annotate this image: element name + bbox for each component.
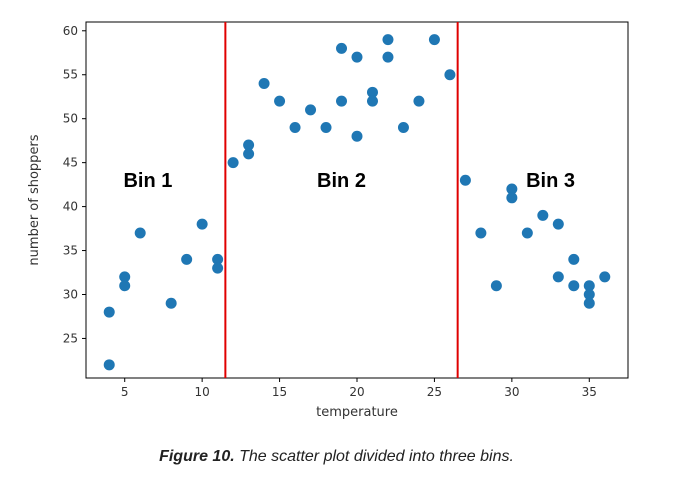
data-point bbox=[521, 227, 533, 239]
y-axis-label: number of shoppers bbox=[27, 134, 42, 265]
data-point bbox=[336, 95, 348, 107]
data-point bbox=[583, 280, 595, 292]
data-point bbox=[382, 51, 394, 63]
data-point bbox=[258, 78, 270, 90]
data-point bbox=[583, 297, 595, 309]
data-point bbox=[165, 297, 177, 309]
y-tick-label: 35 bbox=[63, 244, 78, 258]
y-tick-label: 25 bbox=[63, 331, 78, 345]
data-point bbox=[382, 34, 394, 46]
x-tick-label: 15 bbox=[272, 385, 287, 399]
data-point bbox=[506, 183, 518, 195]
plot-frame bbox=[85, 21, 629, 379]
y-tick-label: 55 bbox=[63, 68, 78, 82]
bin-labels: Bin 1 Bin 2 Bin 3 bbox=[123, 170, 575, 192]
data-point bbox=[428, 34, 440, 46]
y-tick-label: 30 bbox=[63, 287, 78, 301]
data-point bbox=[366, 95, 378, 107]
scatter-chart: 5 10 15 20 25 30 35 25 30 35 40 45 50 55 60 Bin 1 Bin 2… bbox=[27, 21, 629, 420]
y-tick-label: 45 bbox=[63, 156, 78, 170]
data-point bbox=[413, 95, 425, 107]
bin-label: Bin 3 bbox=[526, 170, 575, 192]
data-point bbox=[134, 227, 146, 239]
data-point bbox=[289, 121, 301, 133]
data-point bbox=[397, 121, 409, 133]
axes: 5 10 15 20 25 30 35 25 30 35 40 45 50 55 60 bbox=[63, 21, 629, 399]
x-tick-label: 10 bbox=[195, 385, 210, 399]
x-tick-label: 20 bbox=[349, 385, 364, 399]
data-point bbox=[568, 280, 580, 292]
data-point bbox=[444, 69, 456, 81]
data-point bbox=[119, 280, 131, 292]
data-point bbox=[537, 209, 549, 221]
bin-label: Bin 1 bbox=[123, 170, 172, 192]
x-tick-label: 35 bbox=[582, 385, 597, 399]
y-tick-label: 60 bbox=[63, 24, 78, 38]
bin-dividers bbox=[224, 22, 459, 378]
data-point bbox=[475, 227, 487, 239]
figure-caption-text: The scatter plot divided into three bins… bbox=[234, 448, 514, 465]
data-point bbox=[103, 359, 115, 371]
data-point bbox=[336, 42, 348, 54]
data-point bbox=[243, 148, 255, 160]
data-point bbox=[506, 192, 518, 204]
data-point bbox=[212, 262, 224, 274]
data-point bbox=[227, 157, 239, 169]
data-point bbox=[552, 218, 564, 230]
data-point bbox=[552, 271, 564, 283]
figure-caption-label: Figure 10. bbox=[159, 448, 235, 465]
data-point bbox=[196, 218, 208, 230]
bin-label: Bin 2 bbox=[317, 170, 366, 192]
x-tick-label: 30 bbox=[504, 385, 519, 399]
data-point bbox=[351, 130, 363, 142]
data-point bbox=[583, 288, 595, 300]
data-point bbox=[119, 271, 131, 283]
data-points bbox=[103, 34, 611, 371]
figure-caption: Figure 10. The scatter plot divided into… bbox=[0, 448, 673, 466]
x-axis-label: temperature bbox=[316, 405, 398, 420]
data-point bbox=[103, 306, 115, 318]
data-point bbox=[568, 253, 580, 265]
y-tick-label: 50 bbox=[63, 112, 78, 126]
data-point bbox=[599, 271, 611, 283]
data-point bbox=[274, 95, 286, 107]
data-point bbox=[212, 253, 224, 265]
data-point bbox=[181, 253, 193, 265]
data-point bbox=[459, 174, 471, 186]
data-point bbox=[243, 139, 255, 151]
y-tick-label: 40 bbox=[63, 200, 78, 214]
data-point bbox=[320, 121, 332, 133]
data-point bbox=[351, 51, 363, 63]
x-tick-label: 5 bbox=[121, 385, 129, 399]
data-point bbox=[366, 86, 378, 98]
data-point bbox=[305, 104, 317, 116]
data-point bbox=[490, 280, 502, 292]
x-tick-label: 25 bbox=[427, 385, 442, 399]
